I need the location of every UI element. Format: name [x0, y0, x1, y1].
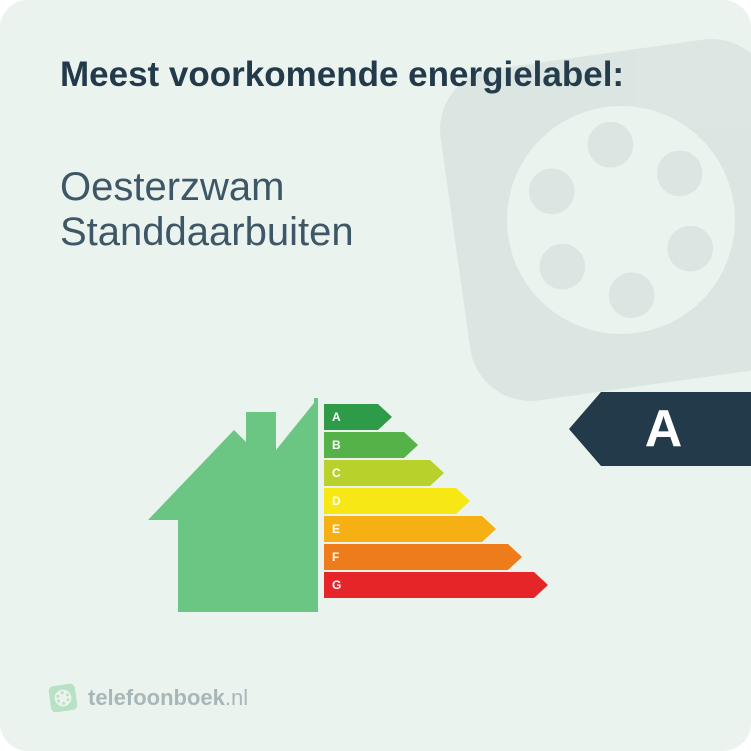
energy-bar-e: E: [324, 516, 548, 542]
energy-bar-f: F: [324, 544, 548, 570]
footer-brand: telefoonboek.nl: [48, 683, 248, 713]
energy-bar-label: A: [332, 404, 341, 430]
badge-letter: A: [645, 399, 683, 459]
energy-bar-d: D: [324, 488, 548, 514]
badge-arrow: [569, 392, 601, 466]
result-badge: A: [569, 392, 751, 466]
energy-bar-g: G: [324, 572, 548, 598]
location-line-2: Standdaarbuiten: [60, 210, 354, 254]
badge-body: A: [601, 392, 751, 466]
energy-bar-b: B: [324, 432, 548, 458]
energy-bar-label: D: [332, 488, 341, 514]
energy-bars: ABCDEFG: [324, 404, 548, 614]
location-line-1: Oesterzwam: [60, 165, 285, 209]
house-icon: [148, 390, 318, 620]
energy-bar-a: A: [324, 404, 548, 430]
footer-domain: .nl: [225, 685, 248, 710]
energy-bar-label: E: [332, 516, 340, 542]
energy-bar-label: F: [332, 544, 339, 570]
energy-bar-label: G: [332, 572, 341, 598]
footer-logo-icon: [46, 681, 80, 715]
energy-bar-label: B: [332, 432, 341, 458]
footer-text: telefoonboek.nl: [88, 685, 248, 711]
energy-bar-c: C: [324, 460, 548, 486]
energy-bar-label: C: [332, 460, 341, 486]
watermark-phone-dial: [406, 5, 751, 434]
footer-brand-name: telefoonboek: [88, 685, 225, 710]
energy-label-card: Meest voorkomende energielabel: Oesterzw…: [0, 0, 751, 751]
